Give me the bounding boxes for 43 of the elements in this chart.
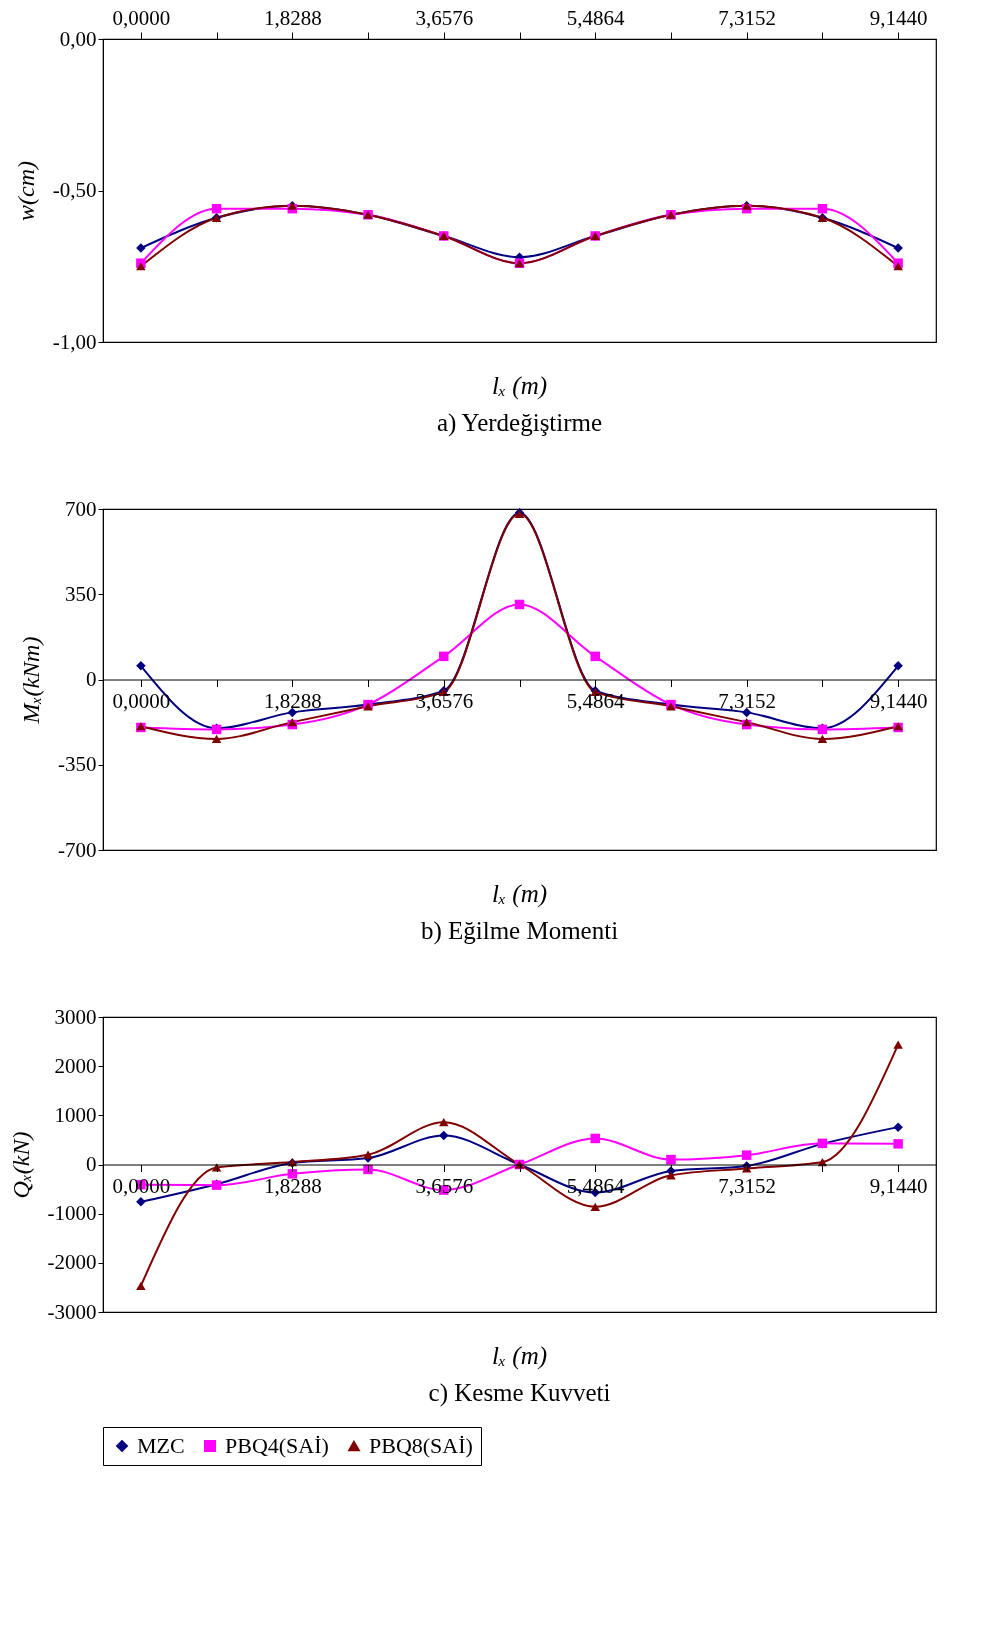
y-tick-label: 1000: [54, 1102, 97, 1127]
legend-label: MZC: [137, 1433, 185, 1458]
y-tick-label: 0: [86, 1152, 97, 1176]
y-axis-title: w(cm): [12, 161, 39, 221]
y-tick-label: 2000: [54, 1053, 97, 1078]
y-tick-label: -350: [58, 752, 97, 777]
x-tick-label: 7,3152: [718, 5, 777, 30]
y-tick-label: -700: [58, 837, 97, 862]
x-tick-label: 5,4864: [566, 5, 626, 30]
x-tick-label: 7,3152: [718, 689, 777, 713]
y-tick-label: 0,00: [59, 26, 97, 51]
y-tick-label: -1,00: [52, 329, 97, 354]
x-tick-label: 1,8288: [263, 689, 322, 713]
x-tick-label: 0,0000: [112, 5, 171, 30]
x-tick-label: 9,1440: [869, 689, 928, 713]
y-tick-label: 0: [86, 667, 97, 691]
y-tick-label: -1000: [47, 1201, 97, 1226]
y-axis-title: Qₓ(kN): [7, 1131, 34, 1199]
y-tick-label: 3000: [54, 1004, 97, 1029]
y-tick-label: -2000: [47, 1250, 97, 1275]
x-tick-label: 9,1440: [869, 1174, 928, 1198]
x-tick-label: 3,6576: [415, 5, 474, 30]
x-axis-title: lₓ (m): [491, 880, 548, 908]
y-tick-label: -0,50: [52, 178, 97, 202]
text: b) Eğilme Momenti: [420, 917, 619, 945]
x-tick-label: 1,8288: [263, 5, 322, 30]
x-tick-label: 1,8288: [263, 1174, 322, 1198]
y-tick-label: 350: [65, 581, 97, 606]
x-tick-label: 7,3152: [718, 1174, 777, 1198]
y-tick-label: 700: [65, 496, 97, 521]
legend-label: PBQ4(SAİ): [225, 1433, 329, 1458]
x-tick-label: 5,4864: [566, 689, 626, 713]
x-tick-label: 0,0000: [112, 689, 171, 713]
text: c) Kesme Kuvveti: [428, 1379, 611, 1407]
x-tick-label: 3,6576: [415, 689, 474, 713]
y-tick-label: -3000: [47, 1299, 97, 1324]
text: a) Yerdeğiştirme: [436, 409, 603, 437]
x-axis-title: lₓ (m): [491, 1342, 548, 1370]
x-axis-title: lₓ (m): [491, 372, 548, 400]
x-tick-label: 0,0000: [112, 1174, 171, 1198]
y-axis-title: Mₓ(kNm): [18, 636, 45, 725]
x-tick-label: 9,1440: [869, 5, 928, 30]
legend-label: PBQ8(SAİ): [369, 1433, 473, 1458]
